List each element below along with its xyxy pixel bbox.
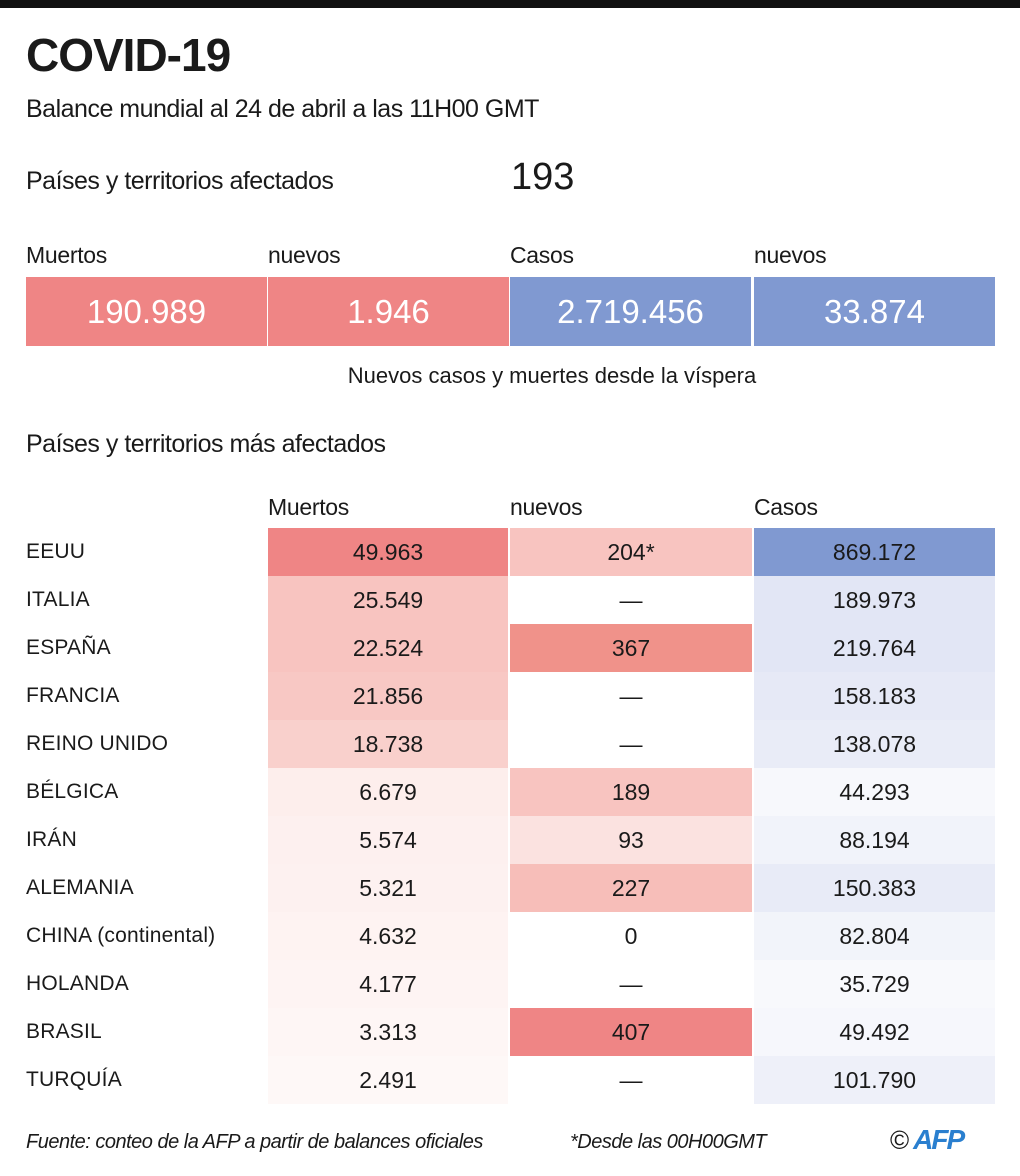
asterisk-note: *Desde las 00H00GMT — [570, 1131, 767, 1153]
summary-header-new-cases: nuevos — [754, 242, 827, 268]
summary-header-cases: Casos — [510, 242, 574, 268]
deaths-cell: 3.313 — [268, 1008, 508, 1056]
country-label: ITALIA — [26, 588, 90, 611]
cases-cell: 219.764 — [754, 624, 995, 672]
table-title: Países y territorios más afectados — [26, 430, 386, 458]
new-deaths-cell: 93 — [510, 816, 752, 864]
deaths-cell: 4.632 — [268, 912, 508, 960]
cases-cell: 150.383 — [754, 864, 995, 912]
country-label: REINO UNIDO — [26, 732, 169, 755]
summary-new-cases: 33.874 — [754, 277, 995, 346]
table-row: ESPAÑA 22.524 367 219.764 — [0, 624, 1020, 672]
subtitle: Balance mundial al 24 de abril a las 11H… — [26, 95, 539, 123]
new-deaths-cell: 204* — [510, 528, 752, 576]
cases-cell: 138.078 — [754, 720, 995, 768]
new-deaths-cell: — — [510, 672, 752, 720]
table-row: REINO UNIDO 18.738—138.078 — [0, 720, 1020, 768]
new-deaths-cell: — — [510, 960, 752, 1008]
new-deaths-cell: 227 — [510, 864, 752, 912]
country-label: BRASIL — [26, 1020, 102, 1043]
summary-deaths: 190.989 — [26, 277, 267, 346]
deaths-cell: 6.679 — [268, 768, 508, 816]
table-row: ALEMANIA 5.321 227 150.383 — [0, 864, 1020, 912]
deaths-cell: 25.549 — [268, 576, 508, 624]
deaths-cell: 5.574 — [268, 816, 508, 864]
country-label: EEUU — [26, 540, 86, 563]
source-note: Fuente: conteo de la AFP a partir de bal… — [26, 1131, 483, 1153]
new-deaths-cell: — — [510, 1056, 752, 1104]
column-header-deaths: Muertos — [268, 494, 349, 520]
cases-cell: 35.729 — [754, 960, 995, 1008]
new-deaths-cell: 367 — [510, 624, 752, 672]
table-row: IRÁN 5.574 93 88.194 — [0, 816, 1020, 864]
deaths-cell: 4.177 — [268, 960, 508, 1008]
country-label: ALEMANIA — [26, 876, 134, 899]
column-header-new: nuevos — [510, 494, 583, 520]
cases-cell: 101.790 — [754, 1056, 995, 1104]
cases-cell: 189.973 — [754, 576, 995, 624]
deaths-cell: 49.963 — [268, 528, 508, 576]
cases-cell: 158.183 — [754, 672, 995, 720]
cases-cell: 82.804 — [754, 912, 995, 960]
country-label: FRANCIA — [26, 684, 120, 707]
affected-label: Países y territorios afectados — [26, 167, 334, 195]
new-deaths-cell: 0 — [510, 912, 752, 960]
table-row: TURQUÍA 2.491—101.790 — [0, 1056, 1020, 1104]
table-row: CHINA (continental) 4.632 0 82.804 — [0, 912, 1020, 960]
new-deaths-cell: — — [510, 720, 752, 768]
table-row: FRANCIA 21.856—158.183 — [0, 672, 1020, 720]
country-label: BÉLGICA — [26, 780, 119, 803]
deaths-cell: 22.524 — [268, 624, 508, 672]
table-row: BRASIL 3.313 407 49.492 — [0, 1008, 1020, 1056]
cases-cell: 44.293 — [754, 768, 995, 816]
cases-cell: 49.492 — [754, 1008, 995, 1056]
deaths-cell: 18.738 — [268, 720, 508, 768]
afp-logo: © AFP — [890, 1124, 965, 1156]
deaths-cell: 21.856 — [268, 672, 508, 720]
table-row: HOLANDA 4.177—35.729 — [0, 960, 1020, 1008]
summary-new-deaths: 1.946 — [268, 277, 509, 346]
country-label: IRÁN — [26, 828, 77, 851]
top-bar — [0, 0, 1020, 8]
cases-cell: 869.172 — [754, 528, 995, 576]
summary-cases: 2.719.456 — [510, 277, 751, 346]
cases-cell: 88.194 — [754, 816, 995, 864]
deaths-cell: 5.321 — [268, 864, 508, 912]
column-header-cases: Casos — [754, 494, 818, 520]
afp-logo-text: AFP — [913, 1124, 965, 1155]
summary-note: Nuevos casos y muertes desde la víspera — [347, 363, 757, 388]
new-deaths-cell: 407 — [510, 1008, 752, 1056]
new-deaths-cell: — — [510, 576, 752, 624]
country-label: TURQUÍA — [26, 1068, 122, 1091]
deaths-cell: 2.491 — [268, 1056, 508, 1104]
page-title: COVID-19 — [26, 29, 231, 81]
copyright-icon: © — [890, 1124, 910, 1155]
country-label: CHINA (continental) — [26, 924, 216, 947]
table-row: ITALIA 25.549—189.973 — [0, 576, 1020, 624]
summary-header-deaths: Muertos — [26, 242, 107, 268]
table-row: EEUU 49.963 204* 869.172 — [0, 528, 1020, 576]
new-deaths-cell: 189 — [510, 768, 752, 816]
affected-value: 193 — [511, 156, 575, 198]
country-label: ESPAÑA — [26, 636, 111, 659]
table-row: BÉLGICA 6.679 189 44.293 — [0, 768, 1020, 816]
summary-header-new-deaths: nuevos — [268, 242, 341, 268]
country-label: HOLANDA — [26, 972, 129, 995]
